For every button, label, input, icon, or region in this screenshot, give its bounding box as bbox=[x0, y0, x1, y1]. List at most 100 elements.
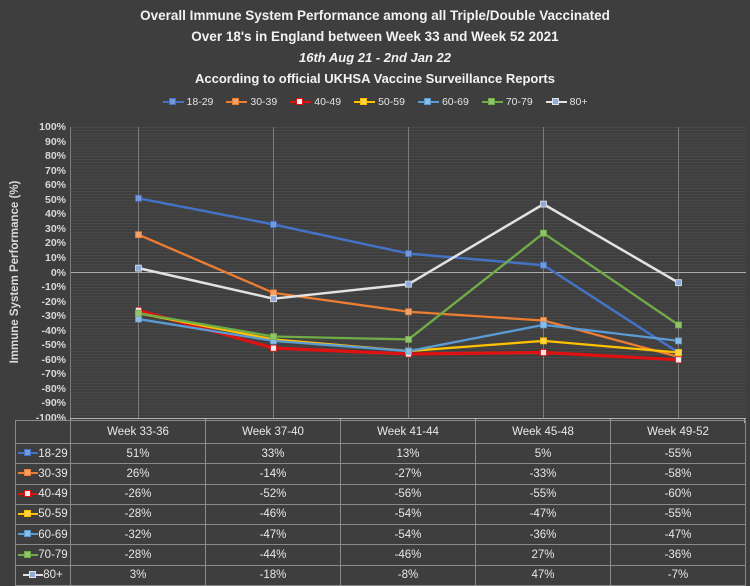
legend-key-icon-80+ bbox=[23, 570, 44, 579]
chart-title-line-2: Over 18's in England between Week 33 and… bbox=[191, 29, 559, 44]
y-tick-label: -50% bbox=[41, 339, 66, 352]
table-cell: -28% bbox=[70, 544, 206, 566]
row-label-text: 70-79 bbox=[38, 549, 68, 562]
table-row-30-39: 30-39 26% -14% -27% -33% -58% bbox=[15, 463, 746, 485]
table-cell: 27% bbox=[475, 544, 611, 566]
data-point-60-69 bbox=[135, 315, 142, 323]
table-row-label: 70-79 bbox=[15, 544, 71, 566]
data-point-30-39 bbox=[135, 231, 142, 239]
data-point-18-29 bbox=[270, 221, 277, 228]
table-header-cell: Week 41-44 bbox=[340, 420, 476, 444]
data-point-50-59 bbox=[540, 337, 547, 345]
data-point-60-69 bbox=[540, 321, 547, 329]
data-point-70-79 bbox=[405, 336, 412, 343]
table-row-label: 50-59 bbox=[15, 503, 71, 526]
data-point-30-39 bbox=[270, 289, 277, 297]
chart-legend: 18-29 30-39 40-49 50-59 60-69 70-79 80+ bbox=[0, 96, 750, 108]
data-point-70-79 bbox=[270, 333, 277, 340]
zero-gridline bbox=[71, 272, 746, 273]
row-label-text: 30-39 bbox=[38, 467, 68, 480]
y-tick-label: 40% bbox=[44, 208, 66, 221]
legend-label: 70-79 bbox=[505, 96, 533, 108]
legend-item-80+: 80+ bbox=[545, 96, 587, 108]
chart-subtitle-dates: 16th Aug 21 - 2nd Jan 22 bbox=[299, 50, 451, 65]
data-point-80+ bbox=[270, 295, 277, 303]
data-point-30-39 bbox=[405, 308, 412, 316]
row-label-text: 40-49 bbox=[38, 488, 68, 501]
table-cell: 51% bbox=[70, 442, 206, 465]
table-row-label: 80+ bbox=[15, 564, 71, 586]
table-header-cell: Week 33-36 bbox=[70, 420, 206, 444]
table-cell: -60% bbox=[610, 483, 746, 505]
data-point-70-79 bbox=[135, 309, 142, 317]
legend-item-60-69: 60-69 bbox=[417, 96, 469, 108]
table-cell: -46% bbox=[340, 544, 476, 566]
table-cell: -36% bbox=[475, 524, 611, 546]
table-row-50-59: 50-59 -28% -46% -54% -47% -55% bbox=[15, 503, 746, 526]
y-tick-label: -40% bbox=[41, 324, 66, 337]
table-cell: -33% bbox=[475, 463, 611, 485]
y-tick-label: -20% bbox=[41, 295, 66, 308]
table-cell: -44% bbox=[205, 544, 341, 566]
table-cell: -14% bbox=[205, 463, 341, 485]
y-tick-label: 80% bbox=[44, 150, 66, 163]
y-tick-label: 90% bbox=[44, 135, 66, 148]
legend-key-icon-18-29 bbox=[18, 449, 39, 458]
y-tick-label: 30% bbox=[44, 222, 66, 235]
table-cell: -52% bbox=[205, 483, 341, 505]
data-point-50-59 bbox=[675, 349, 682, 356]
legend-key-icon-60-69 bbox=[417, 98, 439, 107]
data-point-40-49 bbox=[540, 349, 547, 356]
legend-key-icon-18-29 bbox=[162, 98, 184, 107]
table-cell: -27% bbox=[340, 463, 476, 485]
table-corner-cell bbox=[15, 420, 71, 444]
y-tick-label: 70% bbox=[44, 164, 66, 177]
y-tick-label: -90% bbox=[41, 397, 66, 410]
table-cell: 26% bbox=[70, 463, 206, 485]
table-row-label: 60-69 bbox=[15, 524, 71, 546]
y-tick-label: 10% bbox=[44, 251, 66, 264]
legend-item-40-49: 40-49 bbox=[290, 96, 341, 108]
legend-item-18-29: 18-29 bbox=[162, 96, 213, 108]
table-cell: -47% bbox=[475, 503, 611, 526]
table-cell: -55% bbox=[475, 483, 611, 505]
table-row-70-79: 70-79 -28% -44% -46% 27% -36% bbox=[15, 544, 746, 566]
row-label-text: 50-59 bbox=[38, 508, 68, 521]
row-label-text: 80+ bbox=[43, 569, 63, 582]
y-tick-label: -80% bbox=[41, 382, 66, 395]
data-point-80+ bbox=[135, 264, 142, 272]
table-cell: -46% bbox=[205, 503, 341, 526]
y-tick-label: 100% bbox=[39, 121, 66, 133]
table-cell: 47% bbox=[475, 564, 611, 586]
table-cell: -54% bbox=[340, 503, 476, 526]
legend-item-30-39: 30-39 bbox=[226, 96, 277, 108]
data-point-70-79 bbox=[675, 321, 682, 329]
legend-label: 40-49 bbox=[314, 96, 342, 108]
data-point-40-49 bbox=[675, 356, 682, 364]
data-point-18-29 bbox=[540, 261, 547, 269]
data-point-80+ bbox=[405, 280, 412, 288]
chart-title-line-1: Overall Immune System Performance among … bbox=[140, 8, 610, 23]
table-cell: -8% bbox=[340, 564, 476, 586]
legend-key-icon-50-59 bbox=[354, 98, 376, 107]
data-point-70-79 bbox=[540, 229, 547, 237]
data-point-18-29 bbox=[405, 250, 412, 257]
table-row-label: 18-29 bbox=[15, 442, 71, 465]
y-tick-label: -60% bbox=[41, 353, 66, 366]
table-cell: -18% bbox=[205, 564, 341, 586]
table-cell: -58% bbox=[610, 463, 746, 485]
table-header-cell: Week 45-48 bbox=[475, 420, 611, 444]
table-cell: -56% bbox=[340, 483, 476, 505]
table-row-label: 40-49 bbox=[15, 483, 71, 505]
legend-label: 60-69 bbox=[441, 96, 469, 108]
chart-title-block: Overall Immune System Performance among … bbox=[0, 5, 750, 89]
table-header-cell: Week 37-40 bbox=[205, 420, 341, 444]
legend-key-icon-70-79 bbox=[481, 98, 503, 107]
table-cell: -36% bbox=[610, 544, 746, 566]
y-tick-label: 60% bbox=[44, 179, 66, 192]
table-row-60-69: 60-69 -32% -47% -54% -36% -47% bbox=[15, 524, 746, 546]
y-tick-label: -70% bbox=[41, 368, 66, 381]
data-point-18-29 bbox=[135, 194, 142, 202]
series-lines-canvas bbox=[135, 194, 682, 364]
table-cell: -55% bbox=[610, 442, 746, 465]
